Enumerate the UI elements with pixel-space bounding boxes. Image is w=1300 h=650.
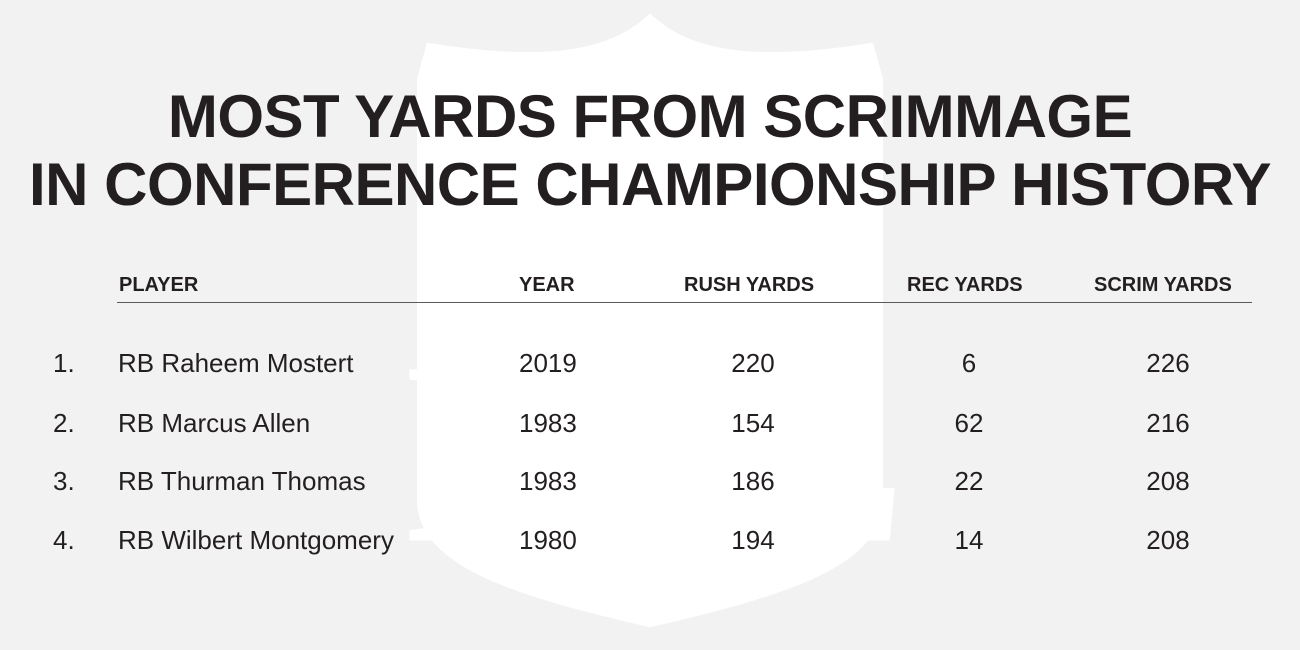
row-year: 1983	[519, 408, 577, 438]
stars-right	[716, 160, 864, 274]
column-header-player: PLAYER	[119, 274, 199, 296]
row-scrim-yards: 208	[1146, 466, 1190, 496]
title-line-2: IN CONFERENCE CHAMPIONSHIP HISTORY	[28, 151, 1272, 218]
row-scrim-yards: 216	[1146, 408, 1190, 438]
row-year: 1980	[519, 525, 577, 555]
row-player: RB Marcus Allen	[118, 408, 311, 438]
row-player: RB Wilbert Montgomery	[118, 525, 394, 555]
row-rec-yards: 6	[961, 348, 977, 378]
column-header-rush-yards: RUSH YARDS	[684, 274, 815, 296]
row-rank: 1.	[53, 348, 75, 378]
row-rank: 3.	[53, 466, 75, 496]
row-year: 1983	[519, 466, 577, 496]
row-rush-yards: 194	[731, 525, 775, 555]
row-rank: 4.	[53, 525, 75, 555]
shield-inner	[455, 54, 845, 594]
row-rank: 2.	[53, 408, 75, 438]
row-player: RB Raheem Mostert	[118, 348, 354, 378]
row-scrim-yards: 208	[1146, 525, 1190, 555]
column-header-year: YEAR	[519, 274, 575, 296]
row-rush-yards: 186	[731, 466, 775, 496]
header-divider	[117, 302, 1252, 303]
row-rush-yards: 154	[731, 408, 775, 438]
title-line-1: MOST YARDS FROM SCRIMMAGE	[167, 83, 1133, 150]
row-player: RB Thurman Thomas	[118, 466, 366, 496]
column-header-rec-yards: REC YARDS	[907, 274, 1023, 296]
row-scrim-yards: 226	[1146, 348, 1190, 378]
football-shape	[553, 148, 747, 262]
column-header-scrim-yards: SCRIM YARDS	[1094, 274, 1232, 296]
row-year: 2019	[519, 348, 577, 378]
row-rec-yards: 14	[954, 525, 984, 555]
watermark-logo-text: NFL	[405, 309, 895, 597]
stars-left	[436, 160, 584, 274]
row-rush-yards: 220	[731, 348, 775, 378]
row-rec-yards: 22	[954, 466, 984, 496]
row-rec-yards: 62	[954, 408, 984, 438]
